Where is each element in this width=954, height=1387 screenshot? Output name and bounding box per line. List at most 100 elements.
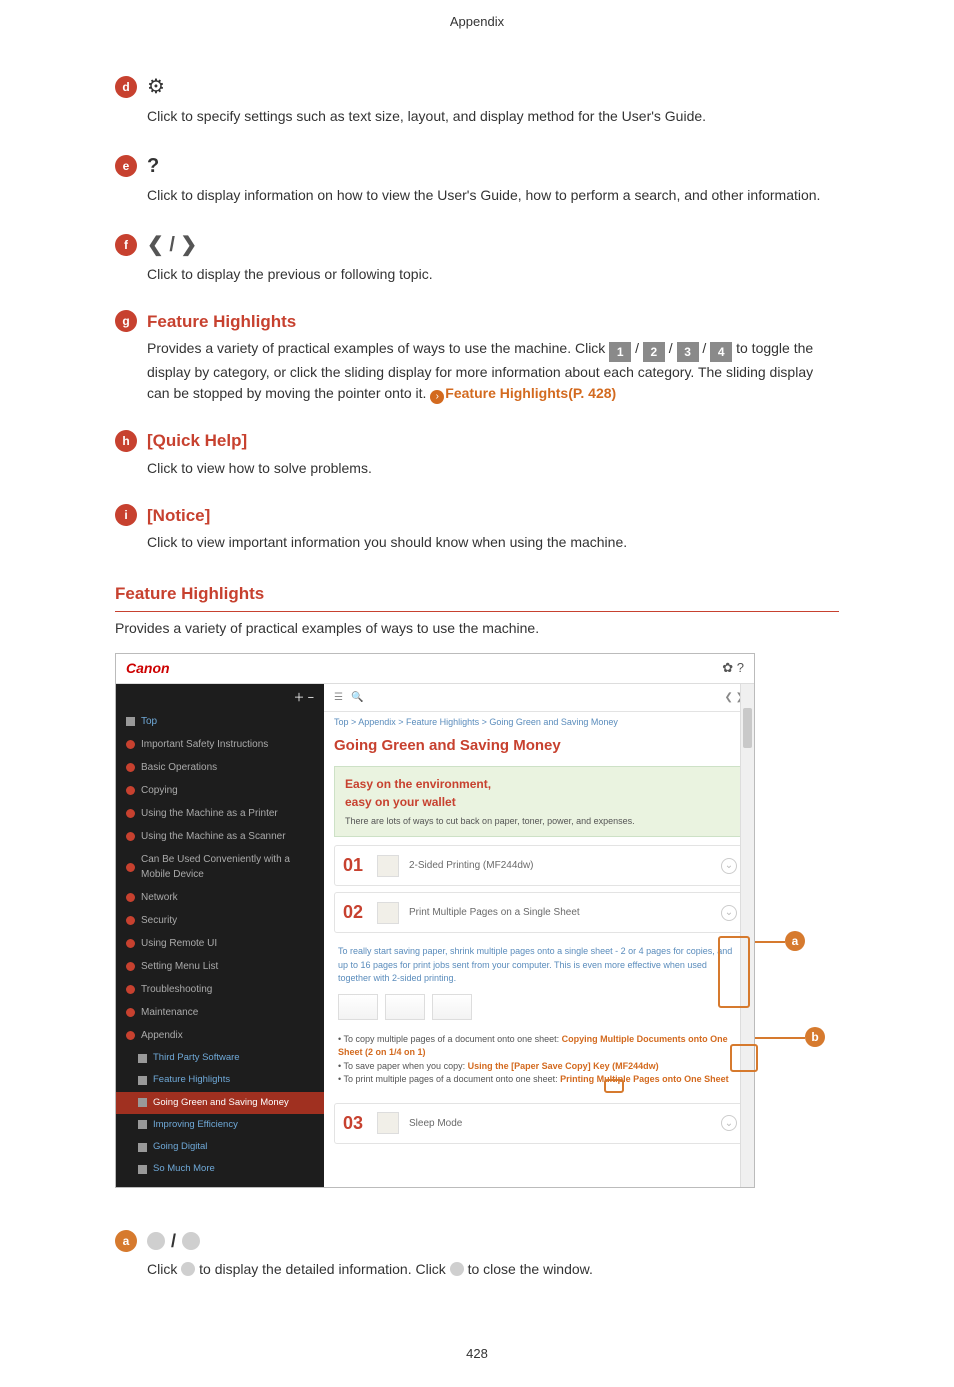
doc-icon — [138, 1165, 147, 1174]
list-item-01[interactable]: 01 2-Sided Printing (MF244dw) ⌄ — [334, 845, 744, 886]
collapse-up-icon — [182, 1232, 200, 1250]
i-text: Click to view important information you … — [147, 532, 839, 553]
hero-title-2: easy on your wallet — [345, 793, 733, 811]
g-link[interactable]: Feature Highlights(P. 428) — [445, 385, 616, 401]
doc-icon — [138, 1143, 147, 1152]
feature-heading: Feature Highlights — [115, 581, 839, 612]
sidebar-item[interactable]: Copying — [116, 779, 324, 802]
question-icon: ? — [147, 151, 159, 181]
item-num: 03 — [343, 1110, 367, 1137]
doc-icon — [126, 717, 135, 726]
sidebar-item-label: Network — [141, 890, 178, 905]
sidebar-item[interactable]: Third Party Software — [116, 1047, 324, 1069]
item-num: 02 — [343, 899, 367, 926]
breadcrumb[interactable]: Top > Appendix > Feature Highlights > Go… — [324, 712, 754, 734]
sidebar-item-label: Troubleshooting — [141, 982, 212, 997]
doc-icon — [377, 1112, 399, 1134]
bullet-icon — [126, 1031, 135, 1040]
tab-3[interactable]: 3 — [677, 342, 699, 362]
callout-a: a — [785, 931, 805, 951]
bullet-icon — [126, 939, 135, 948]
sidebar-item[interactable]: Using the Machine as a Printer — [116, 802, 324, 825]
thumb-icon — [432, 994, 472, 1020]
tip-pre: To print multiple pages of a document on… — [344, 1074, 561, 1084]
search-icon[interactable]: 🔍 — [351, 690, 363, 705]
marker-i: i — [115, 504, 137, 526]
marker-a: a — [115, 1230, 137, 1252]
note-text: To really start saving paper, shrink mul… — [324, 939, 754, 990]
bullet-icon — [126, 863, 135, 872]
sidebar-item[interactable]: Going Digital — [116, 1136, 324, 1158]
collapse-up-icon — [450, 1262, 464, 1276]
a-text-pre: Click — [147, 1261, 181, 1277]
sidebar-item-label: Copying — [141, 783, 178, 798]
bullet-icon — [126, 763, 135, 772]
sidebar-item[interactable]: Maintenance — [116, 1001, 324, 1024]
marker-f: f — [115, 234, 137, 256]
thumb-icon — [385, 994, 425, 1020]
expand-collapse[interactable]: ＋ − — [116, 690, 324, 711]
top-icons[interactable]: ✿ ? — [722, 658, 744, 678]
d-text: Click to specify settings such as text s… — [147, 106, 839, 127]
sidebar-item[interactable]: Appendix — [116, 1024, 324, 1047]
sidebar-item[interactable]: Can Be Used Conveniently with a Mobile D… — [116, 848, 324, 886]
sidebar-item[interactable]: Security — [116, 909, 324, 932]
pane-title: Going Green and Saving Money — [324, 733, 754, 766]
sidebar-item-label: Important Safety Instructions — [141, 737, 268, 752]
tab-1[interactable]: 1 — [609, 342, 631, 362]
sidebar-item[interactable]: Going Green and Saving Money — [116, 1092, 324, 1114]
sidebar-item[interactable]: Troubleshooting — [116, 978, 324, 1001]
expand-down-icon — [147, 1232, 165, 1250]
h-text: Click to view how to solve problems. — [147, 458, 839, 479]
sidebar-item[interactable]: Using the Machine as a Scanner — [116, 825, 324, 848]
h-title: [Quick Help] — [147, 428, 247, 454]
sidebar-item[interactable]: So Much More — [116, 1158, 324, 1180]
sidebar-item[interactable]: Important Safety Instructions — [116, 733, 324, 756]
item-title: Print Multiple Pages on a Single Sheet — [409, 905, 580, 920]
list-item-02[interactable]: 02 Print Multiple Pages on a Single Shee… — [334, 892, 744, 933]
sidebar-item[interactable]: Feature Highlights — [116, 1069, 324, 1091]
scroll-thumb[interactable] — [743, 708, 752, 748]
sidebar-item-label: Feature Highlights — [153, 1073, 230, 1087]
tab-2[interactable]: 2 — [643, 342, 665, 362]
tip-list: • To copy multiple pages of a document o… — [324, 1029, 754, 1097]
scrollbar[interactable] — [740, 684, 754, 1187]
toc-icon[interactable]: ☰ — [334, 690, 343, 705]
bullet-icon — [126, 740, 135, 749]
bullet-icon — [126, 809, 135, 818]
sidebar-item[interactable]: Network — [116, 886, 324, 909]
tab-4[interactable]: 4 — [710, 342, 732, 362]
bullet-icon — [126, 916, 135, 925]
sidebar-item[interactable]: Using Remote UI — [116, 932, 324, 955]
hero-banner: Easy on the environment, easy on your wa… — [334, 766, 744, 838]
expand-icon[interactable]: ⌄ — [721, 1115, 737, 1131]
sidebar-item[interactable]: Setting Menu List — [116, 955, 324, 978]
sidebar-item-label: Using the Machine as a Printer — [141, 806, 278, 821]
marker-h: h — [115, 430, 137, 452]
sidebar-item[interactable]: Improving Efficiency — [116, 1114, 324, 1136]
marker-g: g — [115, 310, 137, 332]
sidebar-item-label: Can Be Used Conveniently with a Mobile D… — [141, 852, 314, 882]
bullet-icon — [126, 786, 135, 795]
bullet-icon — [126, 893, 135, 902]
a-text-mid: to display the detailed information. Cli… — [199, 1261, 450, 1277]
tip-link[interactable]: Using the [Paper Save Copy] Key (MF244dw… — [468, 1061, 659, 1071]
sidebar-item-label: Basic Operations — [141, 760, 217, 775]
sidebar-item-label: Third Party Software — [153, 1051, 240, 1065]
sidebar-item[interactable]: Top — [116, 710, 324, 733]
sidebar-item-label: Top — [141, 714, 157, 729]
tip-link[interactable]: Printing Multiple Pages onto One Sheet — [560, 1074, 729, 1084]
sidebar-item-label: Security — [141, 913, 177, 928]
item-num: 01 — [343, 852, 367, 879]
guide-screenshot: Canon ✿ ? ＋ − TopImportant Safety Instru… — [115, 653, 755, 1188]
marker-d: d — [115, 76, 137, 98]
doc-icon — [138, 1098, 147, 1107]
list-item-03[interactable]: 03 Sleep Mode ⌄ — [334, 1103, 744, 1144]
sidebar-item-label: Going Green and Saving Money — [153, 1096, 289, 1110]
g-title: Feature Highlights — [147, 309, 296, 335]
callout-line-a — [755, 941, 785, 943]
expand-icon[interactable]: ⌄ — [721, 905, 737, 921]
expand-icon[interactable]: ⌄ — [721, 858, 737, 874]
sidebar-item[interactable]: Basic Operations — [116, 756, 324, 779]
bullet-icon — [126, 985, 135, 994]
